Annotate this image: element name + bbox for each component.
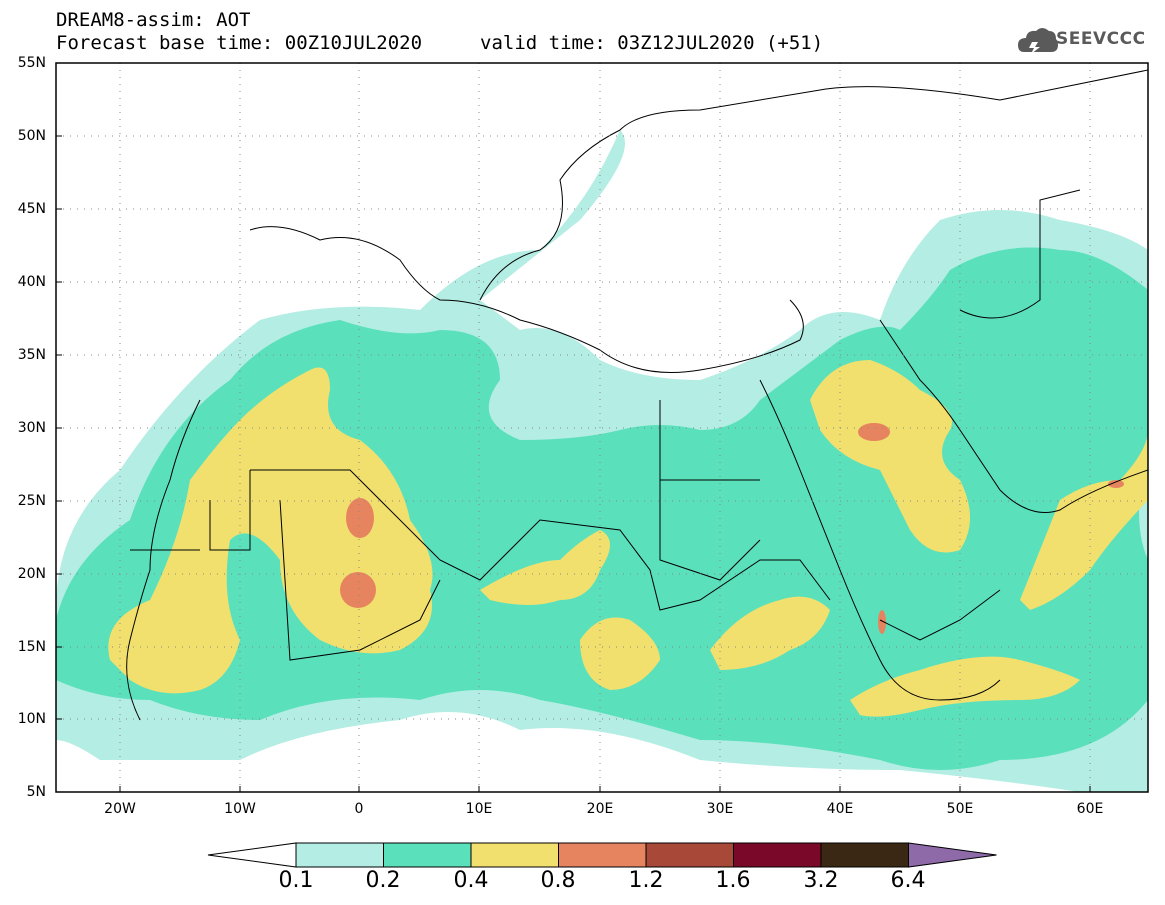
lon-label-60e: 60E [1076,801,1104,817]
lat-label-15n: 15N [17,639,46,655]
map-title: DREAM8-assim: AOT [56,9,251,31]
lat-label-45n: 45N [17,201,46,217]
lon-label-0: 0 [354,801,364,817]
lon-label-20w: 20W [104,801,136,817]
colorbar-label-1.2: 1.2 [628,868,664,893]
colorbar-label-0.4: 0.4 [453,868,489,893]
lon-label-10w: 10W [224,801,256,817]
colorbar-label-0.1: 0.1 [278,868,314,893]
country-borders [126,69,1148,721]
colorbar-label-1.6: 1.6 [715,868,751,893]
lat-label-50n: 50N [17,128,46,144]
valid-time: valid time: 03Z12JUL2020 (+51) [480,32,824,54]
colorbar-label-3.2: 3.2 [803,868,839,893]
lon-label-10e: 10E [465,801,493,817]
graticule [56,63,1148,792]
lat-label-20n: 20N [17,566,46,582]
lon-label-20e: 20E [586,801,614,817]
lat-label-25n: 25N [17,493,46,509]
logo-text: SEEVCCC [1056,29,1146,49]
colorbar-label-6.4: 6.4 [890,868,926,893]
lon-label-30e: 30E [706,801,734,817]
lat-label-10n: 10N [17,711,46,727]
aot-contour-0.4 [108,360,1148,717]
axis-ticks [56,62,1091,792]
lat-label-40n: 40N [17,274,46,290]
cloud-logo-icon [1018,28,1058,54]
lon-label-50e: 50E [946,801,974,817]
forecast-base-time: Forecast base time: 00Z10JUL2020 [56,32,423,54]
lat-label-5n: 5N [26,784,46,800]
colorbar-label-0.2: 0.2 [365,868,401,893]
lat-label-30n: 30N [17,420,46,436]
lon-label-40e: 40E [826,801,854,817]
lat-label-55n: 55N [17,55,46,71]
colorbar-label-0.8: 0.8 [540,868,576,893]
lat-label-35n: 35N [17,347,46,363]
